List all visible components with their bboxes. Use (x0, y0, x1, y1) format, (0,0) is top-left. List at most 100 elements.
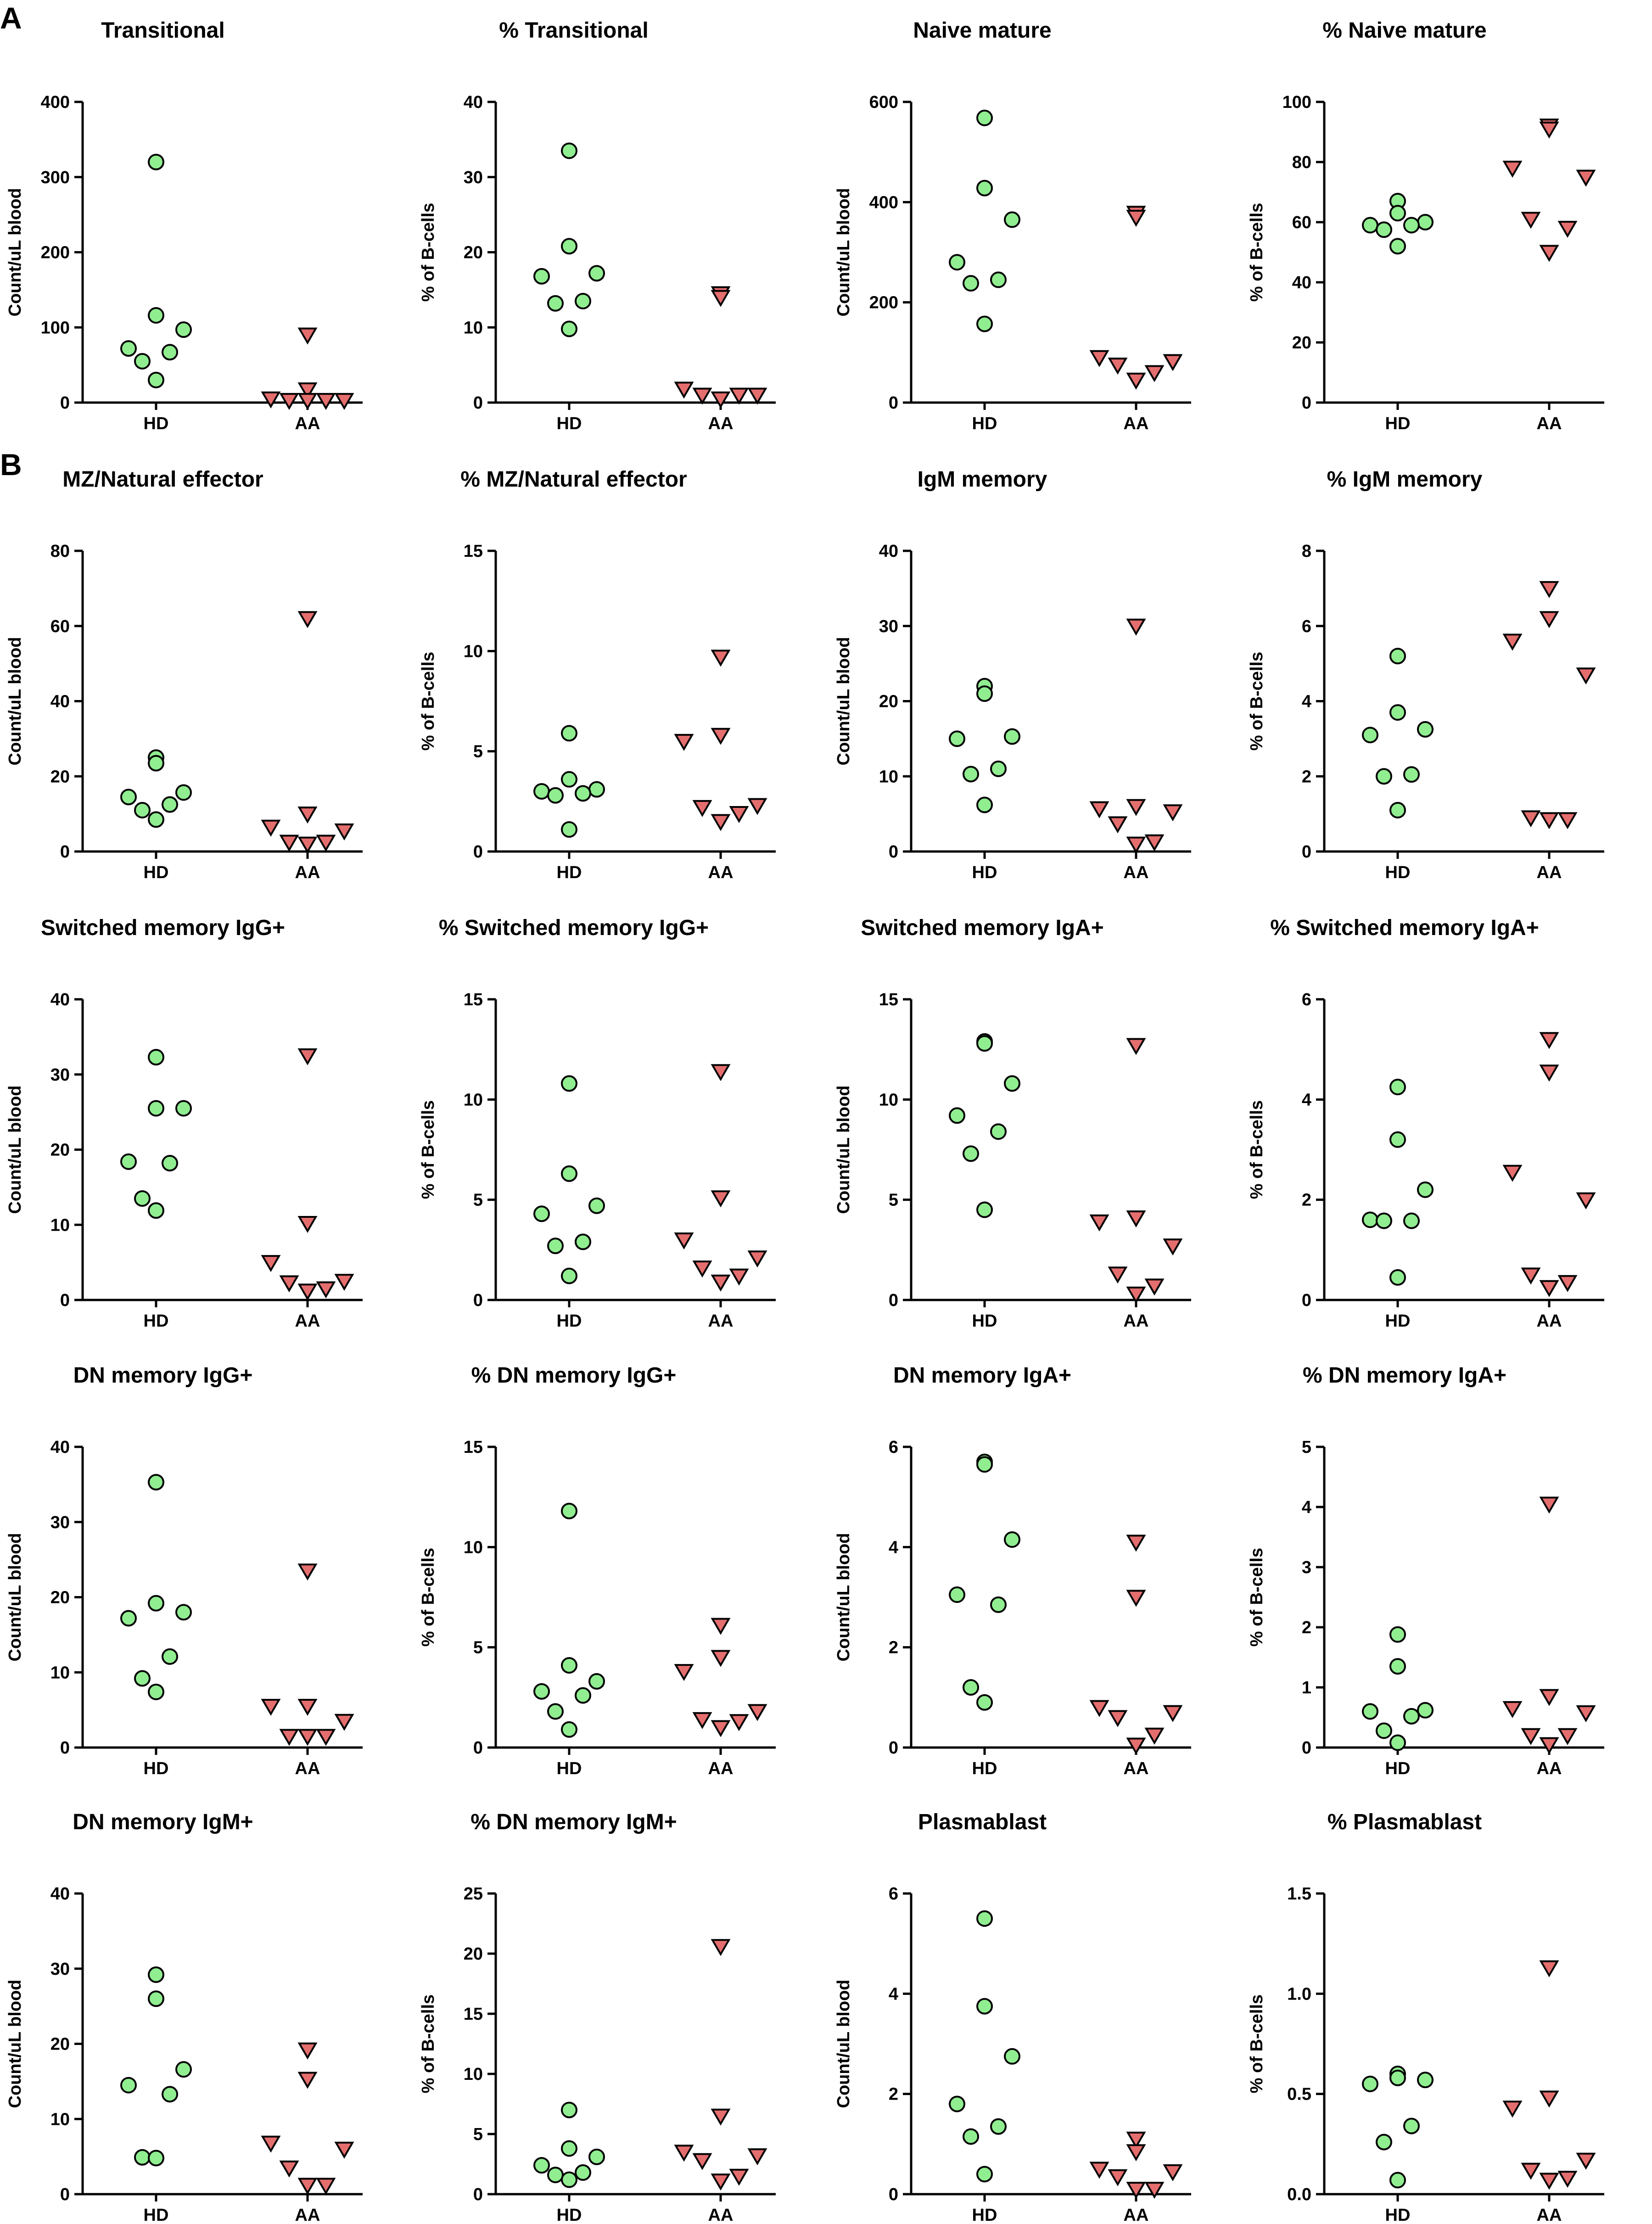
panel-label-a: A (0, 1, 22, 35)
data-point-hd (148, 755, 164, 772)
x-tick-label-hd: HD (557, 1311, 582, 1331)
data-point-aa (711, 1720, 731, 1737)
chart-title: % Switched memory IgG+ (439, 916, 709, 940)
y-axis-label: Count/uL blood (6, 1533, 25, 1662)
data-point-aa (1163, 354, 1183, 371)
y-tick-label: 20 (879, 692, 898, 711)
data-point-aa (711, 391, 731, 409)
x-tick-label-hd: HD (557, 2206, 582, 2224)
data-point-hd (547, 787, 564, 804)
x-tick-label-hd: HD (557, 863, 582, 882)
y-tick-label: 0 (889, 842, 898, 862)
data-point-hd (547, 1703, 564, 1720)
y-tick-label: 1.0 (1287, 1984, 1311, 2004)
chart-5: MZ/Natural effector Count/uL blood 0 20 40 60… (6, 467, 363, 882)
data-point-aa (1576, 1192, 1596, 1210)
data-point-hd (561, 2171, 577, 2188)
data-point-aa (261, 1255, 281, 1272)
data-point-hd (1004, 1531, 1020, 1548)
data-point-aa (279, 1275, 299, 1293)
data-point-aa (1539, 1960, 1559, 1978)
data-point-aa (1539, 2090, 1559, 2108)
x-tick-label-hd: HD (1385, 863, 1411, 882)
data-point-hd (175, 784, 192, 801)
y-tick-label: 0 (1302, 393, 1311, 413)
data-point-hd (148, 1966, 164, 1983)
y-tick-label: 5 (473, 1638, 483, 1658)
x-tick-label-aa: AA (295, 1759, 320, 1778)
y-axis-label: % of B-cells (1247, 652, 1266, 751)
data-point-hd (120, 1153, 137, 1170)
data-point-aa (1108, 358, 1128, 375)
data-point-aa (1502, 1701, 1523, 1718)
data-point-aa (692, 387, 712, 405)
x-tick-label-aa: AA (708, 1311, 734, 1331)
data-point-hd (575, 1233, 591, 1250)
y-tick-label: 2 (1302, 767, 1311, 786)
data-point-aa (1144, 834, 1165, 852)
x-tick-label-aa: AA (295, 414, 320, 433)
chart-title: % Switched memory IgA+ (1270, 916, 1539, 940)
chart-title: Plasmablast (918, 1810, 1047, 1834)
x-tick-label-aa: AA (1537, 414, 1562, 433)
data-point-hd (990, 760, 1007, 777)
chart-title: % DN memory IgM+ (470, 1810, 677, 1834)
data-point-aa (711, 814, 731, 831)
data-point-hd (162, 2086, 178, 2103)
y-tick-label: 60 (50, 617, 70, 636)
data-point-hd (561, 320, 577, 337)
y-tick-label: 20 (50, 1588, 70, 1608)
data-point-hd (1417, 2072, 1434, 2089)
data-point-aa (747, 1250, 767, 1268)
x-tick-label-hd: HD (972, 863, 997, 882)
y-tick-label: 100 (1282, 93, 1311, 112)
chart-20: % Plasmablast % of B-cells 0.0 0.5 1.0 1.5 HD A… (1247, 1810, 1604, 2224)
y-tick-label: 0 (473, 842, 483, 862)
data-point-aa (297, 1283, 318, 1301)
data-point-aa (1108, 1710, 1128, 1727)
data-point-aa (1539, 1064, 1559, 1082)
data-point-aa (1126, 836, 1146, 854)
data-point-aa (1539, 581, 1559, 598)
y-axis-label: % of B-cells (1247, 1100, 1266, 1199)
y-tick-label: 10 (464, 2065, 483, 2084)
data-point-hd (1362, 727, 1378, 744)
chart-13: DN memory IgG+ Count/uL blood 0 10 20 30 40 HD A… (6, 1363, 363, 1778)
y-tick-label: 15 (464, 1438, 483, 1457)
data-point-hd (561, 1267, 577, 1284)
data-point-hd (148, 1990, 164, 2007)
data-point-hd (1376, 768, 1392, 785)
data-point-aa (1576, 2152, 1596, 2170)
x-tick-label-hd: HD (144, 863, 169, 882)
data-point-hd (1403, 766, 1420, 783)
data-point-hd (1389, 1079, 1406, 1096)
data-point-aa (747, 2148, 767, 2166)
data-point-hd (1403, 1212, 1420, 1229)
y-tick-label: 40 (50, 1884, 70, 1904)
data-point-aa (297, 393, 318, 410)
data-point-hd (588, 265, 605, 282)
data-point-hd (561, 1657, 577, 1674)
y-tick-label: 0 (473, 2185, 483, 2204)
data-point-hd (561, 1721, 577, 1738)
y-tick-label: 0 (60, 2185, 70, 2204)
y-tick-label: 15 (464, 2005, 483, 2024)
data-point-aa (729, 387, 749, 405)
y-tick-label: 0 (473, 393, 483, 413)
y-tick-label: 6 (889, 1884, 898, 1904)
data-point-hd (162, 796, 178, 813)
y-tick-label: 3 (1302, 1558, 1311, 1577)
data-point-aa (1539, 121, 1559, 139)
chart-title: % Plasmablast (1327, 1810, 1482, 1834)
y-axis-label: % of B-cells (1247, 203, 1266, 302)
data-point-hd (588, 1197, 605, 1214)
data-point-aa (729, 2168, 749, 2186)
y-axis-label: % of B-cells (419, 652, 438, 751)
y-tick-label: 4 (889, 1984, 898, 2004)
x-tick-label-hd: HD (557, 414, 582, 433)
data-point-hd (561, 1165, 577, 1182)
data-point-hd (1417, 721, 1434, 738)
data-point-hd (1376, 2134, 1392, 2151)
data-point-hd (1389, 648, 1406, 665)
